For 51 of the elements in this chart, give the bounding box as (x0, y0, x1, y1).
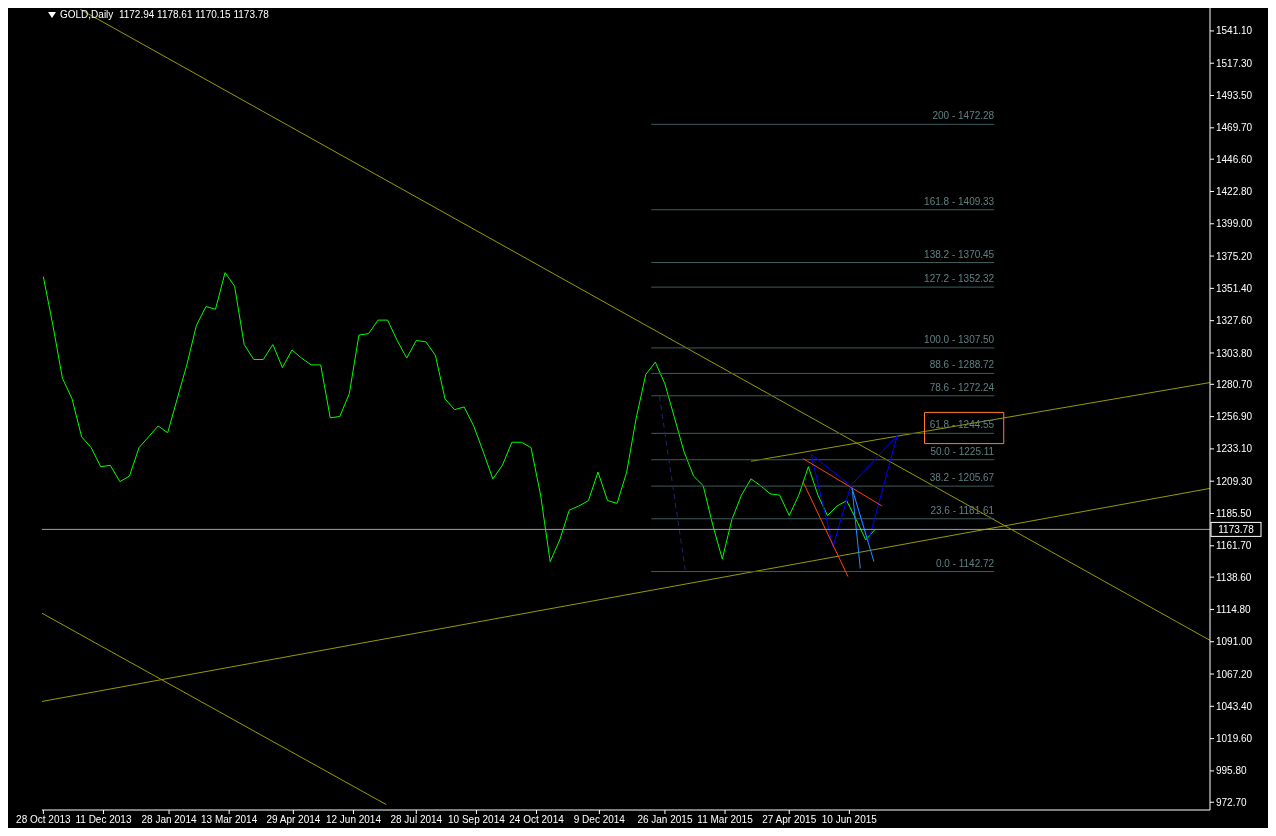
y-tick-label: 1493.50 (1216, 90, 1253, 102)
y-tick-label: 1091.00 (1216, 636, 1253, 648)
y-tick-label: 1019.60 (1216, 733, 1253, 745)
x-tick-label: 29 Apr 2014 (266, 814, 321, 826)
x-tick-label: 28 Jul 2014 (390, 814, 443, 826)
series-label: 100.0 - 1307.50 (924, 333, 995, 345)
y-tick-label: 1161.70 (1216, 540, 1252, 552)
series-label: 38.2 - 1205.67 (929, 472, 995, 484)
x-tick-label: 12 Jun 2014 (325, 814, 382, 826)
y-tick-label: 1280.70 (1216, 378, 1253, 390)
y-tick-label: 1375.20 (1216, 250, 1253, 262)
x-tick-label: 26 Jan 2015 (637, 814, 693, 826)
x-tick-label: 10 Jun 2015 (821, 814, 878, 826)
series-label: 161.8 - 1409.33 (924, 195, 995, 207)
y-tick-label: 1067.20 (1216, 668, 1253, 680)
y-tick-label: 972.70 (1216, 796, 1248, 808)
x-tick-label: 24 Oct 2014 (509, 814, 565, 826)
x-tick-label: 9 Dec 2014 (573, 814, 626, 826)
y-tick-label: 1541.10 (1216, 25, 1253, 37)
y-tick-label: 1114.80 (1216, 603, 1252, 615)
x-tick-label: 28 Jan 2014 (141, 814, 197, 826)
y-tick-label: 1446.60 (1216, 153, 1253, 165)
y-tick-label: 1233.10 (1216, 443, 1253, 455)
y-tick-label: 1043.40 (1216, 700, 1253, 712)
y-tick-label: 995.80 (1216, 765, 1248, 777)
x-tick-label: 13 Mar 2014 (201, 814, 258, 826)
y-tick-label: 1256.90 (1216, 411, 1253, 423)
y-tick-label: 1303.80 (1216, 347, 1253, 359)
y-tick-label: 1351.40 (1216, 282, 1253, 294)
series-label: 50.0 - 1225.11 (930, 445, 995, 457)
x-tick-label: 28 Oct 2013 (16, 814, 72, 826)
series-label: 200 - 1472.28 (932, 110, 995, 122)
ref-line-label: 1173.78 (1218, 524, 1255, 536)
y-tick-label: 1399.00 (1216, 218, 1253, 230)
y-tick-label: 1422.80 (1216, 186, 1253, 198)
y-tick-label: 1469.70 (1216, 122, 1253, 134)
series-label: 78.6 - 1272.24 (929, 381, 995, 393)
y-tick-label: 1138.60 (1216, 571, 1252, 583)
y-tick-label: 1185.50 (1216, 508, 1252, 520)
y-tick-label: 1209.30 (1216, 475, 1253, 487)
x-tick-label: 27 Apr 2015 (762, 814, 817, 826)
series-label: 138.2 - 1370.45 (924, 248, 995, 260)
x-tick-label: 10 Sep 2014 (448, 814, 506, 826)
x-tick-label: 11 Mar 2015 (697, 814, 754, 826)
series-label: 0.0 - 1142.72 (935, 557, 995, 569)
y-tick-label: 1327.60 (1216, 315, 1253, 327)
y-tick-label: 1517.30 (1216, 57, 1253, 69)
series-label: 88.6 - 1288.72 (929, 359, 995, 371)
series-label: 127.2 - 1352.32 (924, 273, 995, 285)
chart-title: GOLD,Daily 1172.94 1178.61 1170.15 1173.78 (60, 9, 269, 20)
x-tick-label: 11 Dec 2013 (75, 814, 132, 826)
